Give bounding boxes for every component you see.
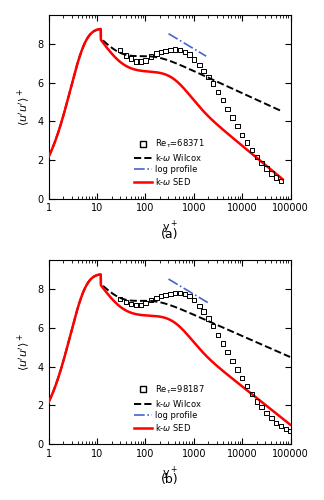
Point — [230, 357, 235, 365]
Point — [187, 292, 192, 300]
Point — [254, 398, 260, 406]
Point — [225, 104, 230, 112]
Point — [158, 48, 164, 56]
Point — [216, 88, 221, 96]
Point — [178, 46, 183, 54]
Point — [230, 114, 235, 122]
Point — [143, 56, 148, 64]
Point — [284, 425, 289, 433]
Point — [201, 308, 206, 316]
Point — [118, 46, 123, 54]
Point — [197, 302, 202, 310]
Point — [220, 96, 226, 104]
Point — [235, 366, 240, 374]
Point — [249, 390, 255, 398]
Point — [134, 58, 139, 66]
Point — [211, 80, 216, 88]
Point — [191, 56, 196, 64]
Point — [273, 418, 279, 426]
Point — [128, 300, 133, 308]
Y-axis label: $\langle u'u'\rangle^+$: $\langle u'u'\rangle^+$ — [15, 334, 32, 371]
Point — [163, 291, 168, 299]
Point — [182, 48, 187, 56]
Point — [134, 301, 139, 309]
Point — [182, 290, 187, 298]
Point — [269, 414, 274, 422]
Point — [235, 122, 240, 130]
Legend: Re$_\tau$=68371, k-$\omega$ Wilcox, log profile, k-$\omega$ SED: Re$_\tau$=68371, k-$\omega$ Wilcox, log … — [130, 134, 208, 190]
Point — [206, 73, 211, 81]
Point — [148, 52, 154, 60]
Text: (a): (a) — [161, 228, 178, 241]
Point — [220, 340, 226, 347]
Point — [123, 298, 129, 306]
Legend: Re$_\tau$=98187, k-$\omega$ Wilcox, log profile, k-$\omega$ SED: Re$_\tau$=98187, k-$\omega$ Wilcox, log … — [130, 380, 208, 436]
Point — [143, 299, 148, 307]
Point — [288, 427, 293, 435]
Point — [273, 174, 279, 182]
Point — [154, 50, 159, 58]
Point — [201, 67, 206, 75]
Point — [240, 374, 245, 382]
Point — [216, 331, 221, 339]
Point — [163, 47, 168, 55]
Point — [197, 61, 202, 69]
Point — [269, 170, 274, 177]
Point — [244, 382, 249, 390]
Point — [249, 146, 255, 154]
Point — [259, 159, 264, 167]
Point — [158, 292, 164, 300]
Point — [191, 296, 196, 304]
Point — [168, 46, 173, 54]
Point — [259, 404, 264, 411]
Point — [211, 322, 216, 330]
Point — [278, 177, 284, 185]
Point — [138, 301, 143, 309]
Point — [278, 422, 284, 430]
Point — [172, 46, 178, 54]
Point — [154, 294, 159, 302]
Point — [240, 131, 245, 139]
Point — [264, 409, 269, 417]
Point — [128, 54, 133, 62]
Point — [123, 52, 129, 60]
Text: (b): (b) — [161, 474, 179, 486]
X-axis label: y$^+$: y$^+$ — [162, 464, 178, 481]
X-axis label: y$^+$: y$^+$ — [162, 219, 178, 236]
Point — [244, 138, 249, 146]
Point — [254, 153, 260, 161]
Point — [168, 290, 173, 298]
Point — [206, 314, 211, 322]
Point — [138, 58, 143, 66]
Point — [187, 50, 192, 58]
Point — [118, 295, 123, 303]
Point — [225, 348, 230, 356]
Y-axis label: $\langle u'u'\rangle^+$: $\langle u'u'\rangle^+$ — [15, 88, 32, 126]
Point — [264, 164, 269, 172]
Point — [178, 290, 183, 298]
Point — [172, 290, 178, 298]
Point — [148, 296, 154, 304]
